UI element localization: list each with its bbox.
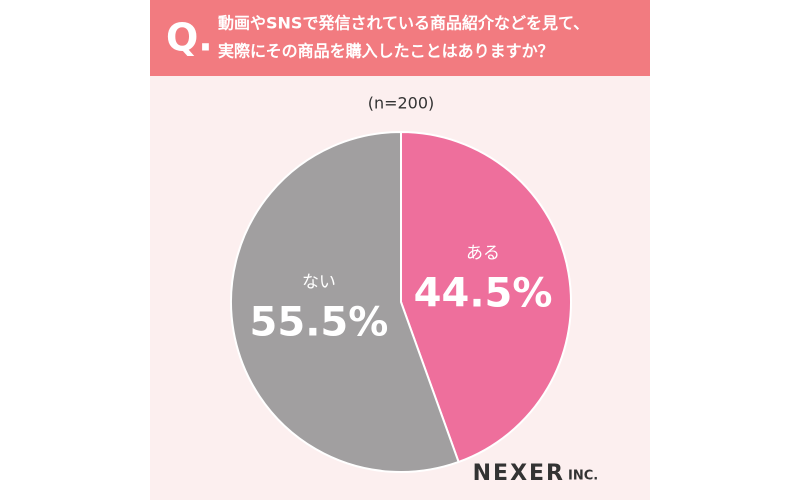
subtitle: (n=200) [368, 94, 435, 113]
logo: INC. [568, 469, 598, 484]
pie-slice [230, 130, 460, 473]
question-mark: Q. [166, 16, 213, 60]
slice-category: ある [466, 244, 500, 264]
slice-value: 55.5% [250, 299, 389, 345]
header [150, 0, 650, 76]
title-line: 動画やSNSで発信されている商品紹介などを見て、 [218, 14, 589, 33]
logo: NEXER [473, 461, 565, 486]
slice-category: ない [302, 272, 336, 292]
pie-slice [400, 130, 572, 464]
slice-value: 44.5% [414, 271, 553, 317]
title-line: 実際にその商品を購入したことはありますか？ [218, 42, 554, 61]
